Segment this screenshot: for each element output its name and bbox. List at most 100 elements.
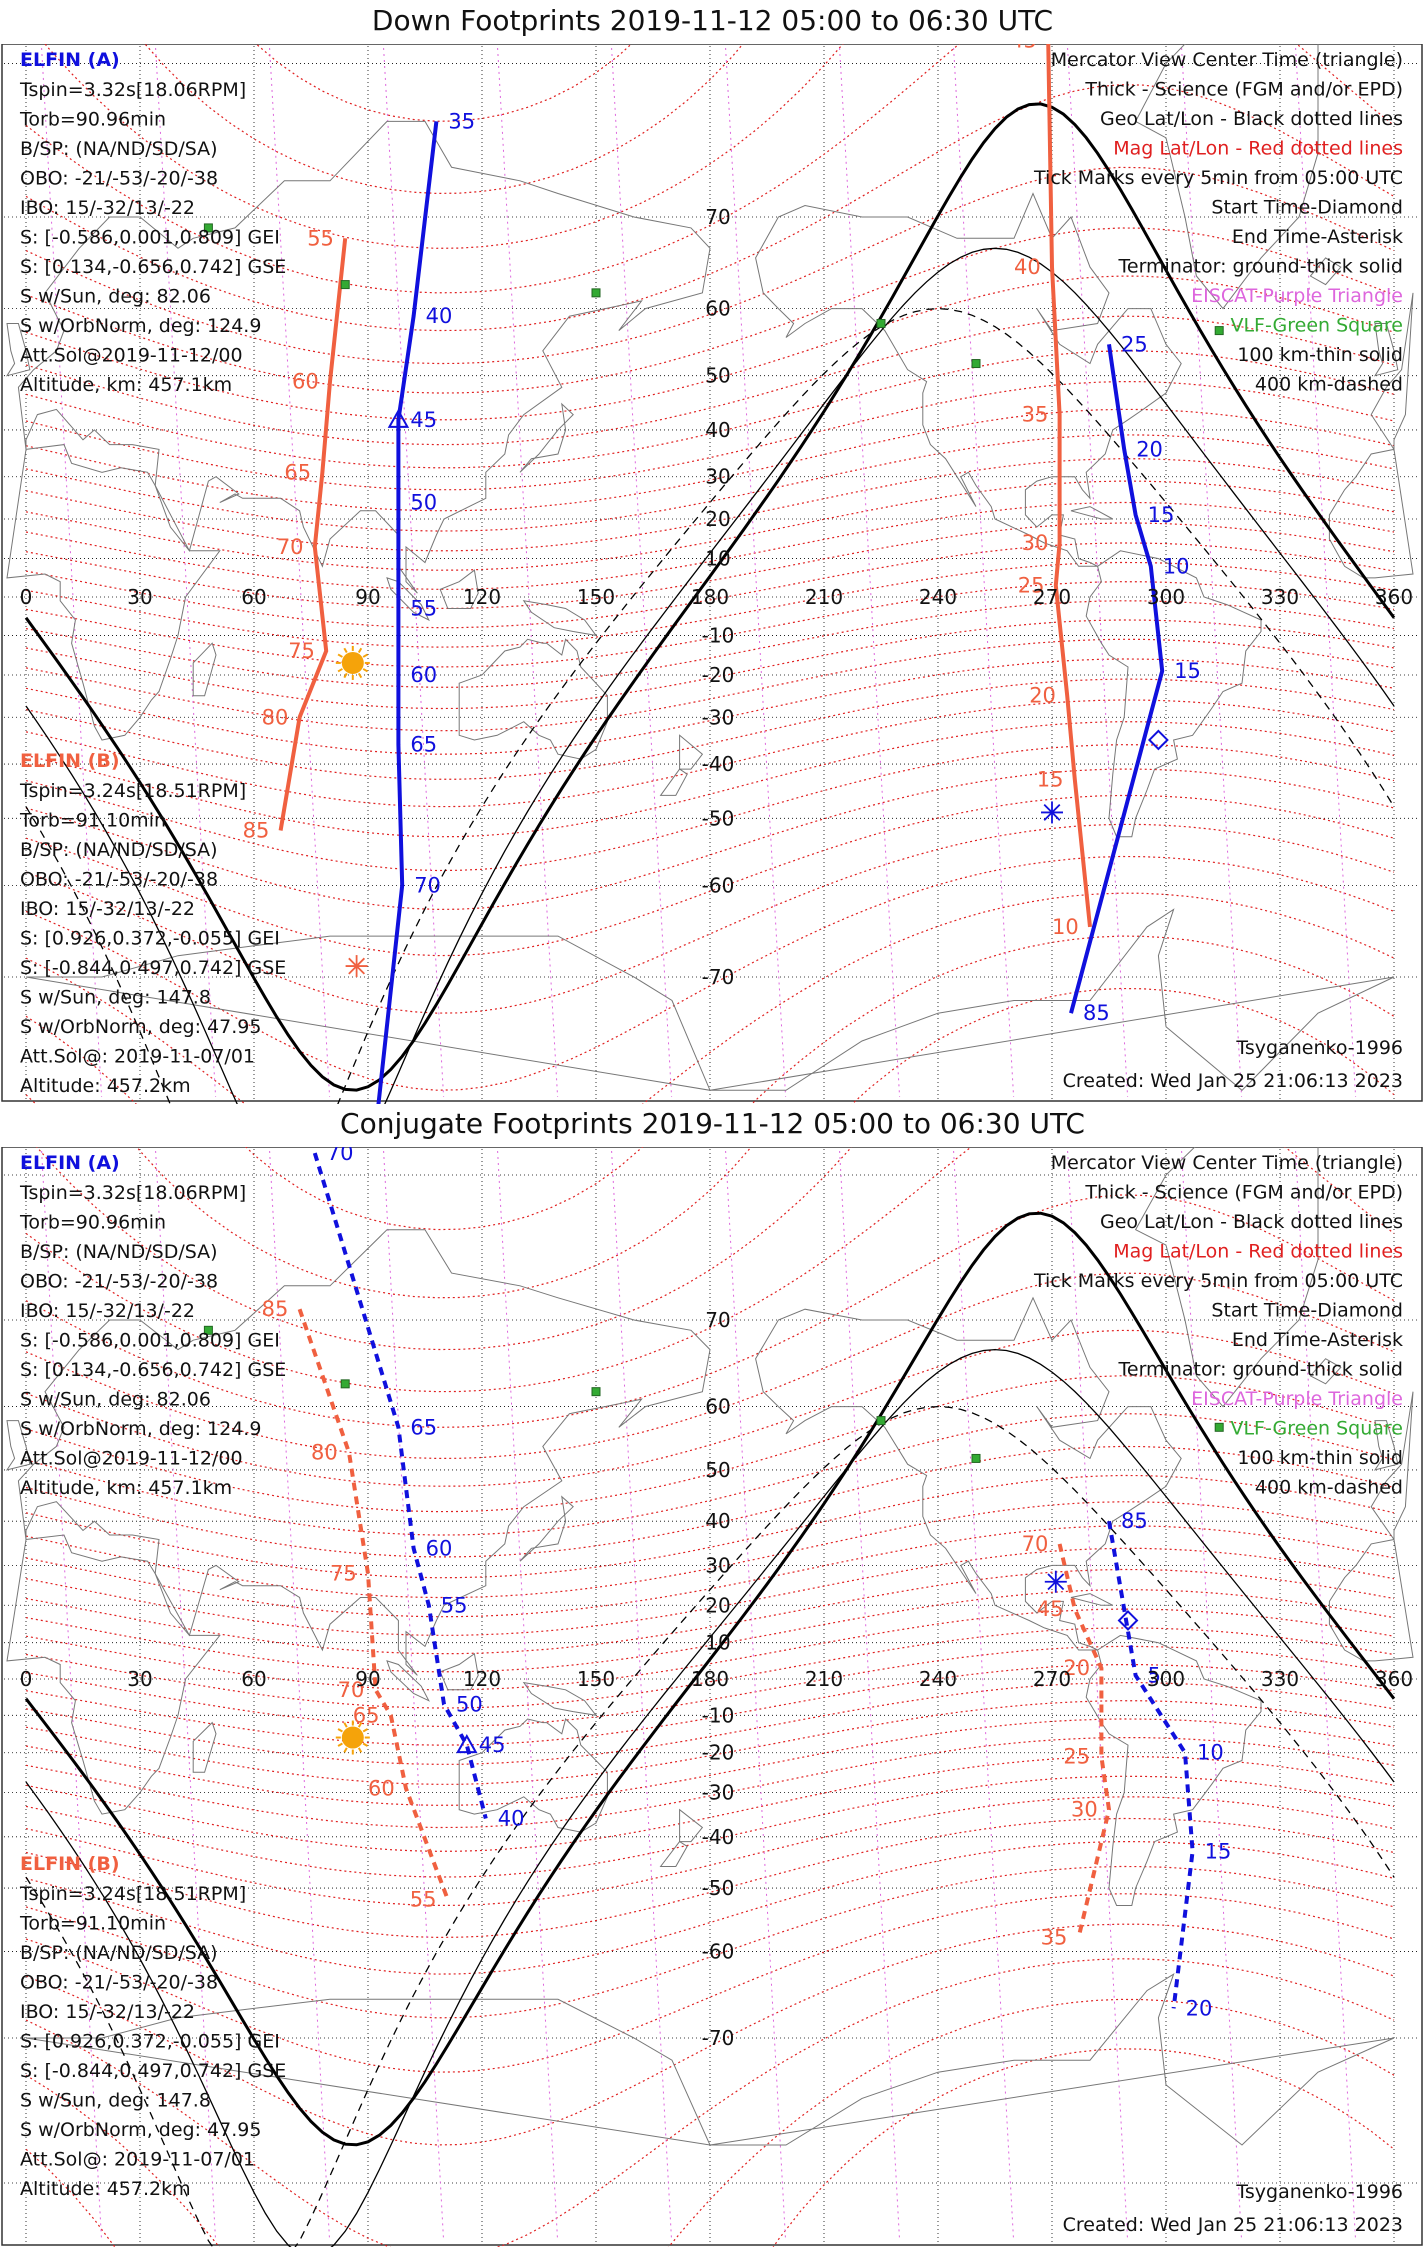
legend-line: End Time-Asterisk bbox=[1232, 1329, 1403, 1351]
legend-line: 100 km-thin solid bbox=[1237, 1447, 1403, 1469]
lat-tick-label: -40 bbox=[702, 752, 735, 776]
sun-ray bbox=[362, 653, 369, 658]
elfin-info-line: Att.Sol@2019-11-12/00 bbox=[20, 345, 243, 367]
elfin-b-tick-label: 70 bbox=[277, 535, 304, 559]
mag-latitude-line bbox=[25, 1645, 1395, 1727]
coastline-layer bbox=[5, 44, 1414, 1091]
legend-line: Start Time-Diamond bbox=[1211, 197, 1403, 219]
lon-tick-label: 240 bbox=[919, 1667, 957, 1691]
elfin-info-line: B/SP: (NA/ND/SD/SA) bbox=[20, 1241, 218, 1263]
mag-latitude-line bbox=[25, 1664, 1395, 1746]
mag-latitude-line bbox=[44, 44, 844, 249]
map-legend: Mercator View Center Time (triangle) Thic… bbox=[1033, 49, 1403, 1092]
sun-ray bbox=[357, 647, 363, 654]
elfin-info-line: OBO: -21/-53/-20/-38 bbox=[20, 168, 218, 190]
elfin-a-tick-label: 50 bbox=[410, 490, 437, 514]
mag-latitude-line bbox=[25, 1147, 1395, 1393]
legend-line: Geo Lat/Lon - Black dotted lines bbox=[1100, 1211, 1403, 1233]
elfin-a-tick-label: 20 bbox=[1186, 1996, 1213, 2020]
elfin-b-info: ELFIN (B) Tspin=3.24s[18.51RPM] Torb=91.10… bbox=[19, 750, 286, 1097]
elfin-b-tick-label: 80 bbox=[262, 705, 289, 729]
lat-tick-label: 10 bbox=[705, 1631, 730, 1655]
sun-ray bbox=[343, 1722, 348, 1728]
elfin-info-line: S: [-0.586,0.001,0.809] GEI bbox=[20, 1330, 280, 1352]
elfin-b-track-east bbox=[1057, 1543, 1112, 1938]
elfin-info-line: Att.Sol@2019-11-12/00 bbox=[20, 1448, 243, 1470]
mag-latitude-line bbox=[25, 1893, 1395, 2073]
mag-latitude-line bbox=[25, 522, 1395, 609]
lat-tick-label: 60 bbox=[705, 1395, 730, 1419]
lat-tick-label: -70 bbox=[702, 965, 735, 989]
center-time-triangle-icon bbox=[456, 1734, 478, 1754]
elfin-b-tick-label: 65 bbox=[284, 460, 311, 484]
mag-latitude-line bbox=[25, 1272, 1395, 1460]
elfin-b-tick-label: 70 bbox=[338, 1678, 365, 1702]
vlf-green-square-icon bbox=[1214, 1422, 1224, 1432]
elfin-a-track-east bbox=[1107, 1520, 1195, 2009]
elfin-a-tick-label: 40 bbox=[426, 304, 453, 328]
elfin-info-line: S: [0.134,-0.656,0.742] GSE bbox=[20, 1359, 286, 1381]
coastline-iceland bbox=[1309, 257, 1342, 286]
elfin-b-tick-label: 60 bbox=[292, 370, 319, 394]
mag-latitude-line bbox=[25, 678, 1395, 780]
created-timestamp: Created: Wed Jan 25 21:06:13 2023 bbox=[1063, 2214, 1403, 2236]
lat-tick-label: -30 bbox=[702, 1781, 735, 1805]
mag-latitude-line bbox=[25, 1737, 1395, 1829]
mag-meridian-line bbox=[839, 47, 901, 1098]
elfin-a-tick-label: 15 bbox=[1148, 503, 1175, 527]
coastline-antarctica bbox=[25, 1998, 711, 2146]
elfin-b-tick-label: 45 bbox=[1037, 1597, 1064, 1621]
model-name: Tsyganenko-1996 bbox=[1235, 2181, 1403, 2203]
mag-latitude-line bbox=[25, 1865, 1395, 2019]
lon-tick-label: 330 bbox=[1261, 585, 1299, 609]
terminator-100km bbox=[25, 1348, 1395, 2247]
elfin-a-tick-label: 55 bbox=[441, 1593, 468, 1617]
axis-tick-labels: 0 30 60 90 120 150 180 210 240 270 300 330 360 70 60 50… bbox=[20, 1308, 1413, 2050]
lat-tick-label: -30 bbox=[702, 705, 735, 729]
elfin-a-tick-label: 60 bbox=[426, 1536, 453, 1560]
coastline-newzealand2 bbox=[659, 1840, 688, 1867]
lon-tick-label: 120 bbox=[463, 1667, 501, 1691]
lat-tick-label: -60 bbox=[702, 1939, 735, 1963]
mag-latitude-line bbox=[25, 987, 1395, 1104]
elfin-a-tick-label: 20 bbox=[1136, 437, 1163, 461]
mag-latitude-line bbox=[25, 1194, 1395, 1428]
mag-latitude-line bbox=[144, 44, 744, 195]
lon-tick-label: 0 bbox=[20, 585, 33, 609]
lon-tick-label: 300 bbox=[1147, 1667, 1185, 1691]
coastline-borneo bbox=[439, 569, 479, 609]
elfin-a-tick-label: 85 bbox=[1083, 1001, 1110, 1025]
coastline-australia bbox=[458, 638, 608, 760]
elfin-info-line: Tspin=3.32s[18.06RPM] bbox=[19, 1182, 246, 1204]
elfin-b-tick-label: 65 bbox=[353, 1703, 380, 1727]
elfin-b-tick-label: 20 bbox=[1063, 1656, 1090, 1680]
mag-meridian-line bbox=[725, 47, 787, 1098]
mag-meridian-line bbox=[383, 47, 445, 1098]
mag-latitude-line bbox=[25, 1589, 1395, 1673]
start-time-diamond-icon bbox=[1147, 729, 1169, 751]
coastline-japan bbox=[519, 1495, 574, 1562]
lon-tick-label: 60 bbox=[241, 1667, 266, 1691]
footprint-tracks: 7065605550454085510152085807570656055704… bbox=[262, 1147, 1232, 2020]
mag-latitude-line bbox=[25, 1796, 1395, 1907]
coastline-uk bbox=[5, 1420, 31, 1471]
elfin-b-tick-label: 30 bbox=[1071, 1798, 1098, 1822]
elfin-b-tick-label: 60 bbox=[368, 1776, 395, 1800]
mag-latitude-line bbox=[25, 2048, 1395, 2247]
elfin-a-track-east bbox=[1069, 344, 1165, 1014]
elfin-b-tick-label: 10 bbox=[1052, 915, 1079, 939]
elfin-a-info: ELFIN (A) Tspin=3.32s[18.06RPM] Torb=90.96… bbox=[19, 49, 286, 396]
lon-tick-label: 240 bbox=[919, 585, 957, 609]
mag-latitude-line bbox=[25, 1501, 1395, 1599]
sun-ray bbox=[337, 1742, 343, 1747]
coastline-africa bbox=[6, 444, 221, 741]
lat-tick-label: 10 bbox=[705, 547, 730, 571]
vlf-green-square-icon bbox=[340, 280, 350, 290]
coastline-uk bbox=[1373, 1420, 1399, 1471]
coastline-australia bbox=[458, 1718, 608, 1833]
mag-meridian-line bbox=[839, 1150, 901, 2242]
lat-tick-label: -20 bbox=[702, 1741, 735, 1765]
elfin-a-tick-label: 50 bbox=[456, 1692, 483, 1716]
elfin-info-line: IBO: 15/-32/13/-22 bbox=[20, 898, 195, 920]
mag-latitude-line bbox=[25, 744, 1395, 872]
